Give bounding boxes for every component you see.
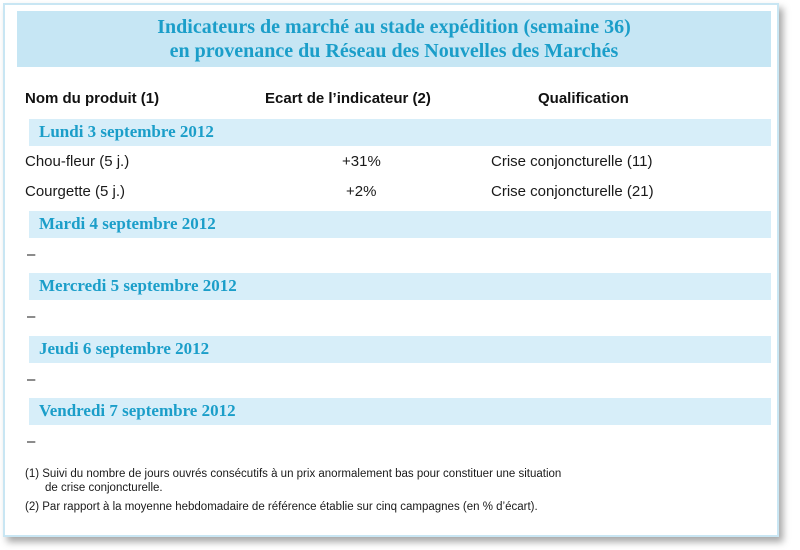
column-header-gap: Ecart de l’indicateur (2) [265,90,431,107]
footnote-1-line-2: de crise conjoncturelle. [45,482,163,494]
gap-cell: +31% [342,153,381,170]
day-label: Vendredi 7 septembre 2012 [39,401,236,420]
column-header-qualification: Qualification [538,90,629,107]
footnote-1-line-1: (1) Suivi du nombre de jours ouvrés cons… [25,468,562,480]
day-header-tuesday: Mardi 4 septembre 2012 [29,211,771,238]
day-label: Jeudi 6 septembre 2012 [39,339,210,358]
table-title-line-2: en provenance du Réseau des Nouvelles de… [169,40,619,62]
qualification-cell: Crise conjoncturelle (21) [491,183,654,200]
gap-cell: +2% [346,183,377,200]
day-header-wednesday: Mercredi 5 septembre 2012 [29,273,771,300]
empty-day-dash: – [27,371,36,388]
indicator-table-card: Indicateurs de marché au stade expéditio… [3,3,779,537]
day-label: Mardi 4 septembre 2012 [39,214,216,233]
footnote-1: (1) Suivi du nombre de jours ouvrés cons… [25,467,770,495]
day-header-friday: Vendredi 7 septembre 2012 [29,398,771,425]
day-label: Mercredi 5 septembre 2012 [39,276,237,295]
product-cell: Chou-fleur (5 j.) [25,153,130,170]
column-header-product: Nom du produit (1) [25,90,160,107]
table-title: Indicateurs de marché au stade expéditio… [17,11,771,67]
empty-day-dash: – [27,433,36,450]
empty-day-dash: – [27,246,36,263]
table-title-line-1: Indicateurs de marché au stade expéditio… [157,16,631,38]
product-cell: Courgette (5 j.) [25,183,126,200]
qualification-cell: Crise conjoncturelle (11) [491,153,653,170]
footnote-2: (2) Par rapport à la moyenne hebdomadair… [25,501,538,513]
empty-day-dash: – [27,308,36,325]
day-header-monday: Lundi 3 septembre 2012 [29,119,771,146]
day-label: Lundi 3 septembre 2012 [39,122,214,141]
day-header-thursday: Jeudi 6 septembre 2012 [29,336,771,363]
